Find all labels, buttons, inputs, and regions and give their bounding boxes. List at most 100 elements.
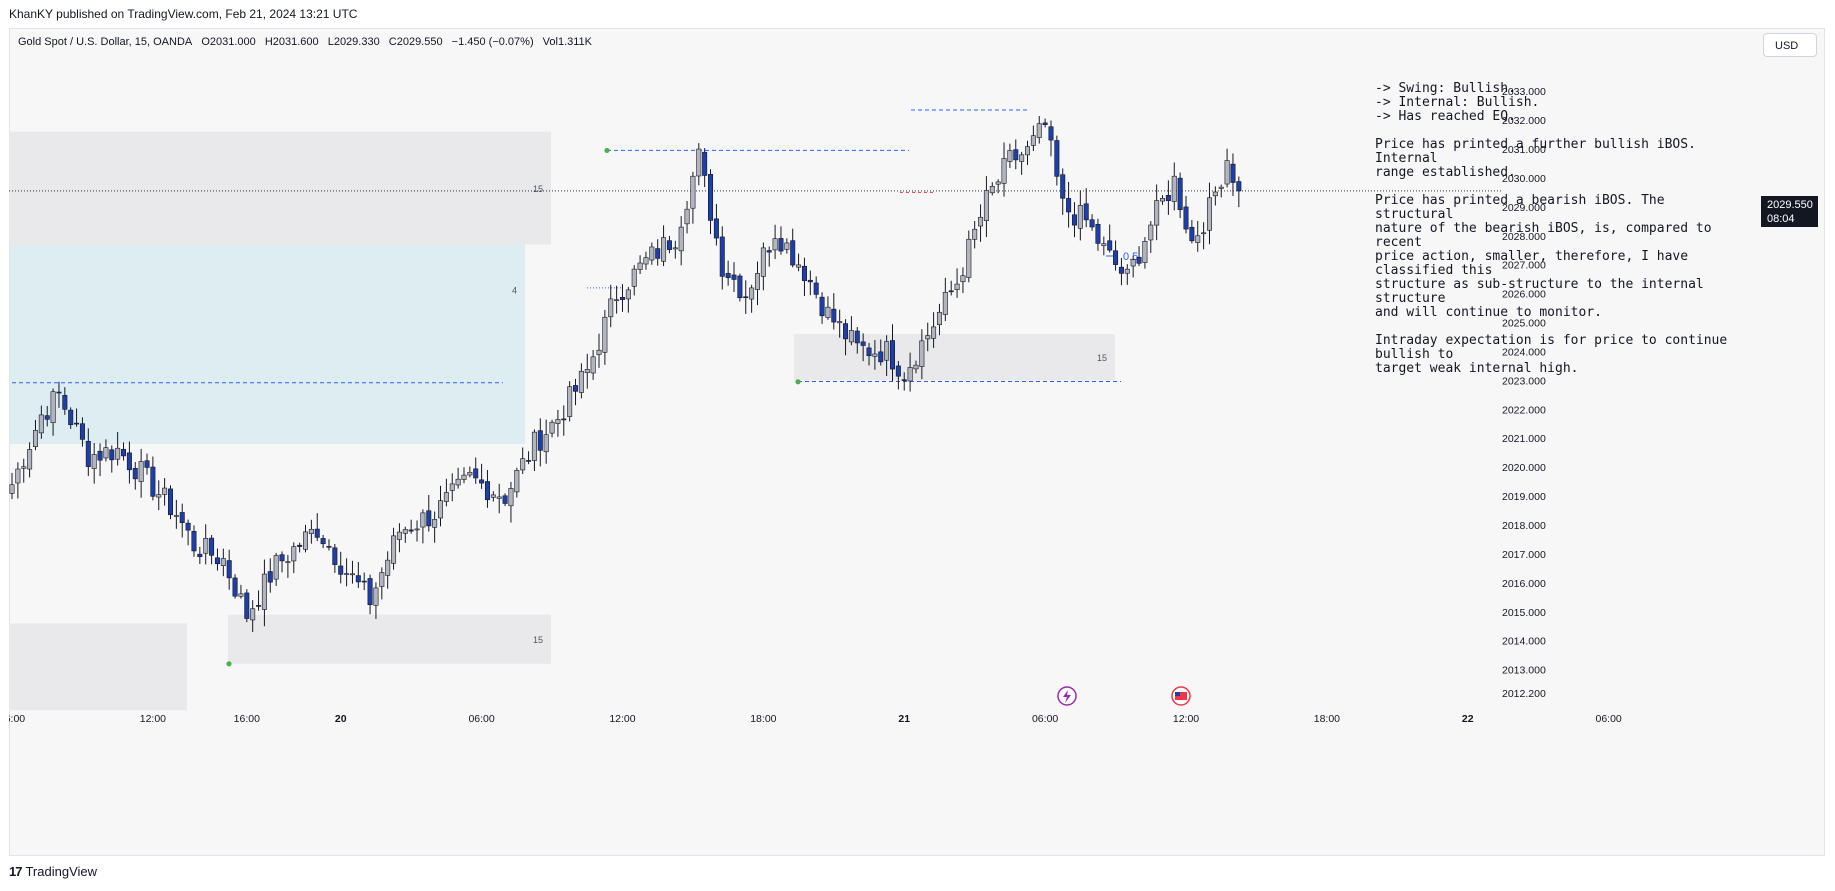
- candle: [1030, 125, 1036, 152]
- candle: [602, 309, 608, 365]
- candle: [121, 442, 127, 461]
- candle-body: [954, 283, 960, 290]
- candle-body: [38, 414, 44, 434]
- candle: [338, 551, 344, 584]
- candle: [555, 409, 561, 437]
- candle-body: [285, 561, 291, 563]
- candle: [1107, 224, 1113, 253]
- currency-button[interactable]: USD: [1763, 33, 1817, 57]
- candle-body: [138, 461, 144, 482]
- candle-body: [578, 370, 584, 393]
- symbol-legend[interactable]: Gold Spot / U.S. Dollar, 15, OANDA O2031…: [18, 36, 598, 48]
- analysis-text-note[interactable]: -> Swing: Bullish. -> Internal: Bullish.…: [1375, 82, 1745, 390]
- candle: [291, 542, 297, 574]
- candle: [50, 388, 56, 436]
- candle-body: [302, 531, 308, 550]
- candle: [138, 448, 144, 498]
- candle: [414, 520, 420, 542]
- candle-body: [948, 290, 954, 293]
- candle: [1083, 188, 1089, 228]
- candle: [1201, 222, 1207, 250]
- candle: [966, 230, 972, 283]
- candle-body: [484, 481, 490, 501]
- candle: [1154, 184, 1160, 241]
- candle: [837, 309, 843, 338]
- candle: [132, 461, 138, 490]
- price-tick-label: 2018.000: [1502, 520, 1546, 532]
- volume: Vol1.311K: [542, 36, 593, 48]
- candle: [349, 560, 355, 584]
- candle: [285, 554, 291, 578]
- candle-body: [1013, 149, 1019, 161]
- candle-body: [1171, 175, 1177, 202]
- note-line: nature of the bearish iBOS, is, compared…: [1375, 221, 1712, 250]
- candle-body: [1077, 205, 1083, 229]
- price-change: −1.450 (−0.07%): [451, 36, 534, 48]
- candle: [637, 255, 643, 275]
- note-line: Intraday expectation is for price to con…: [1375, 333, 1728, 362]
- price-tick-label: 2012.200: [1502, 688, 1546, 700]
- candle-body: [326, 546, 332, 548]
- candle-body: [15, 468, 21, 484]
- footer-branding[interactable]: 17 TradingView: [9, 864, 97, 879]
- candle-body: [167, 488, 173, 516]
- candle: [490, 491, 496, 502]
- candle-body: [584, 369, 590, 373]
- candle: [32, 419, 38, 451]
- candle: [38, 405, 44, 439]
- price-tick-label: 2017.000: [1502, 549, 1546, 561]
- candle-body: [62, 395, 68, 410]
- candle-body: [332, 547, 338, 565]
- price-tick-label: 2032.000: [1502, 115, 1546, 127]
- candle-body: [537, 430, 543, 451]
- price-tick-label: 2031.000: [1502, 144, 1546, 156]
- candle: [567, 381, 573, 422]
- price-tick-label: 2014.000: [1502, 636, 1546, 648]
- candle-body: [931, 326, 937, 339]
- candle: [1060, 168, 1066, 215]
- candle: [479, 463, 485, 489]
- candlestick-chart[interactable]: 15 4 15 15 0.5 2012.200 2013.000 2014.000 2015.0…: [9, 28, 1825, 856]
- candle-body: [85, 440, 91, 467]
- candle: [1124, 264, 1130, 285]
- candle-body: [115, 447, 121, 460]
- candle-body: [261, 573, 267, 610]
- candle: [737, 273, 743, 302]
- candle-body: [79, 423, 85, 440]
- candle: [438, 485, 444, 527]
- candle: [931, 312, 937, 348]
- candle-body: [602, 316, 608, 353]
- symbol-name[interactable]: Gold Spot / U.S. Dollar, 15, OANDA: [18, 36, 193, 48]
- candle: [302, 524, 308, 553]
- candle-body: [772, 238, 778, 251]
- price-tick-label: 2028.000: [1502, 231, 1546, 243]
- candle: [719, 226, 725, 290]
- candle: [461, 467, 467, 484]
- candle-body: [989, 185, 995, 194]
- candle: [772, 224, 778, 260]
- candle-body: [619, 297, 625, 300]
- candle-body: [1189, 226, 1195, 242]
- candle: [625, 286, 631, 313]
- zone-label: 15: [533, 635, 543, 645]
- flag-stripes: [1175, 692, 1187, 700]
- candle: [766, 246, 772, 267]
- candle: [819, 292, 825, 324]
- candle-body: [9, 484, 15, 494]
- candle: [666, 236, 672, 254]
- candle-body: [784, 242, 790, 250]
- candle: [878, 339, 884, 366]
- zone-label: 4: [512, 286, 517, 296]
- candle-body: [508, 488, 514, 507]
- candle-body: [1071, 214, 1077, 226]
- candle-body: [97, 450, 103, 461]
- zone-layer: 15 4 15 15: [9, 131, 1115, 711]
- candle: [109, 445, 115, 473]
- time-tick-label: 21: [898, 713, 910, 725]
- candle-body: [314, 528, 320, 538]
- top-bar: KhanKY published on TradingView.com, Feb…: [0, 0, 1835, 26]
- candle: [831, 293, 837, 330]
- price-axis: 2012.200 2013.000 2014.000 2015.000 2016.000…: [1502, 86, 1546, 700]
- candle-body: [1066, 198, 1072, 213]
- candle-body: [232, 577, 238, 597]
